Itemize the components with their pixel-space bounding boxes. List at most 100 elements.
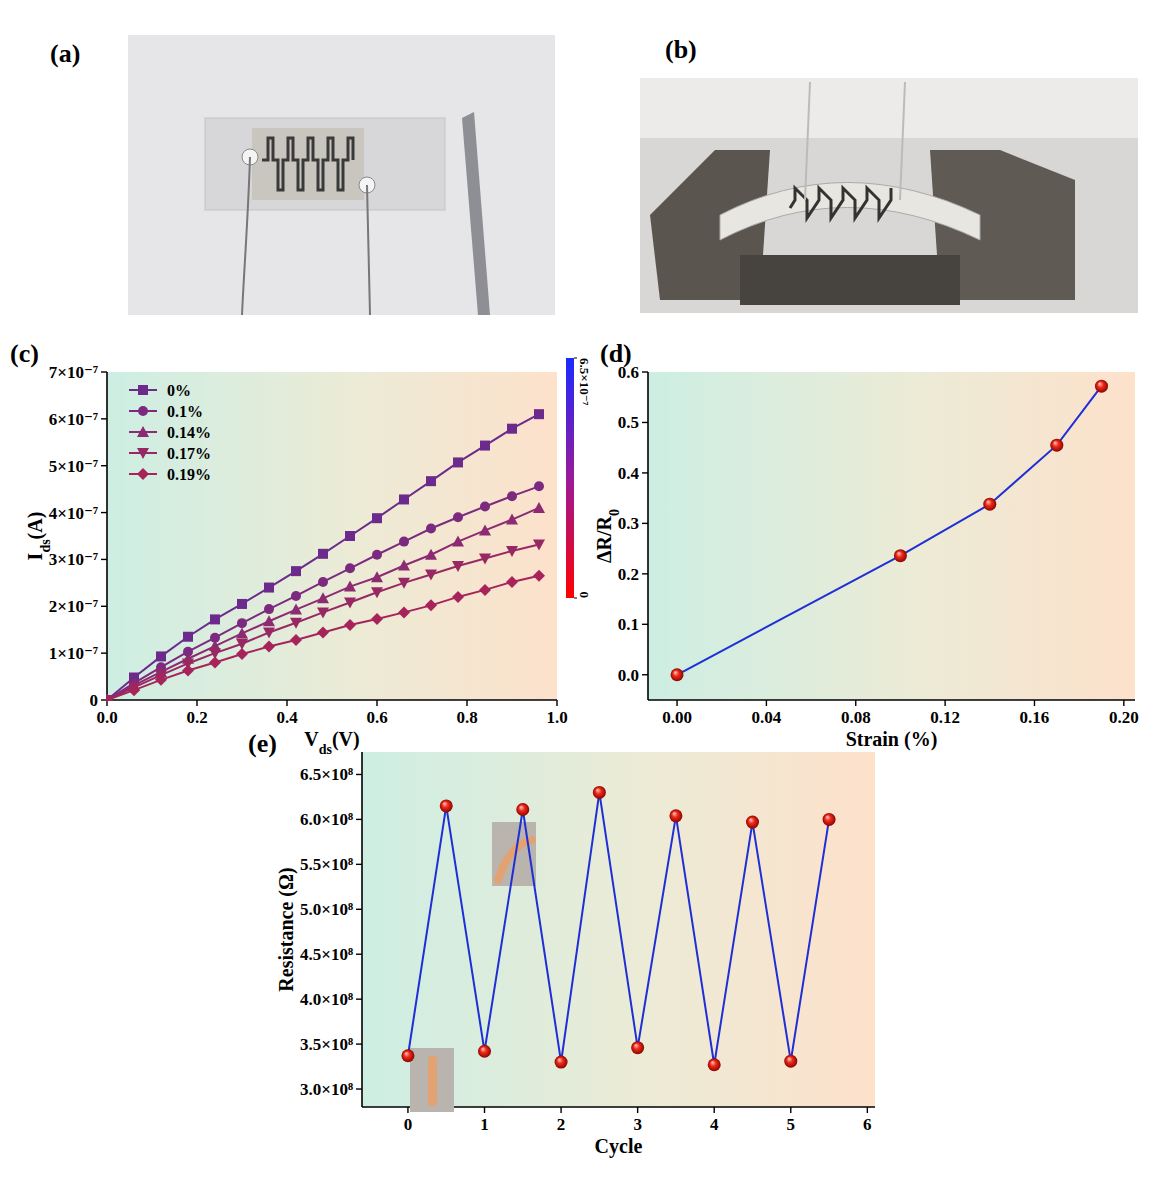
marker <box>708 1058 721 1071</box>
x-tick-label: 0.4 <box>276 708 298 727</box>
y-tick-label: 4.0×10⁸ <box>300 990 353 1009</box>
panel-label: (b) <box>665 35 697 64</box>
y-tick-label: 0.2 <box>618 565 639 584</box>
marker <box>452 561 464 572</box>
y-tick <box>642 523 648 524</box>
x-tick <box>484 1107 485 1113</box>
marker <box>506 514 518 525</box>
x-axis-title: Cycle <box>595 1135 643 1158</box>
y-tick <box>642 674 648 675</box>
panel-label: (c) <box>10 339 39 368</box>
series-line <box>107 414 539 700</box>
x-tick-label: 1 <box>480 1115 489 1134</box>
marker <box>669 809 682 822</box>
marker <box>209 657 221 669</box>
panel-label: (d) <box>600 339 632 368</box>
marker <box>533 570 545 582</box>
marker <box>138 406 148 416</box>
y-axis-line <box>106 372 108 700</box>
marker <box>823 813 836 826</box>
marker <box>746 816 759 829</box>
marker <box>452 591 464 603</box>
x-tick <box>196 700 197 706</box>
marker <box>516 803 529 816</box>
y-tick-label: 0.5 <box>618 413 639 432</box>
photo-wall <box>640 78 1138 138</box>
marker <box>479 584 491 596</box>
marker <box>425 549 437 560</box>
figure: (a)(b)0.00.20.40.60.81.001×10⁻⁷2×10⁻⁷3×1… <box>0 0 1150 1188</box>
y-axis-title-part: (A) <box>24 512 47 540</box>
marker <box>784 1055 797 1068</box>
marker <box>345 531 355 541</box>
marker <box>593 786 606 799</box>
y-tick <box>101 652 107 653</box>
x-tick-label: 2 <box>557 1115 566 1134</box>
x-tick <box>560 1107 561 1113</box>
y-tick <box>356 864 362 865</box>
y-tick-label: 3.0×10⁸ <box>300 1080 353 1099</box>
marker <box>478 1045 491 1058</box>
wire <box>900 82 905 200</box>
panel-chart: 01234563.0×10⁸3.5×10⁸4.0×10⁸4.5×10⁸5.0×1… <box>248 729 875 1158</box>
marker <box>317 627 329 639</box>
marker <box>533 539 545 550</box>
plot-data <box>401 786 835 1071</box>
y-tick-label: 6×10⁻⁷ <box>49 410 98 429</box>
y-tick-label: 4.5×10⁸ <box>300 945 353 964</box>
x-tick <box>1034 700 1035 706</box>
x-axis-line <box>107 699 557 701</box>
marker <box>401 1049 414 1062</box>
photo-background <box>128 35 555 315</box>
panel-b: (b) <box>640 35 1138 313</box>
x-tick <box>637 1107 638 1113</box>
marker <box>371 587 383 598</box>
marker <box>263 641 275 653</box>
marker <box>290 604 302 615</box>
y-tick <box>356 774 362 775</box>
legend-label: 0.17% <box>167 445 211 462</box>
marker <box>506 576 518 588</box>
x-tick-label: 0.0 <box>96 708 117 727</box>
marker <box>453 457 463 467</box>
marker <box>480 501 490 511</box>
marker <box>453 512 463 522</box>
plot-data <box>106 409 545 701</box>
marker <box>479 524 491 535</box>
series-line <box>107 576 539 700</box>
x-tick <box>944 700 945 706</box>
x-tick <box>376 700 377 706</box>
marker <box>371 613 383 625</box>
x-tick-label: 0.2 <box>186 708 207 727</box>
panel-chart: 0.00.20.40.60.81.001×10⁻⁷2×10⁻⁷3×10⁻⁷4×1… <box>10 339 592 757</box>
marker <box>506 546 518 557</box>
marker <box>399 494 409 504</box>
x-tick-label: 0.08 <box>841 708 871 727</box>
x-tick-label: 0 <box>404 1115 413 1134</box>
marker <box>317 607 329 618</box>
marker <box>128 684 140 696</box>
marker <box>137 468 149 480</box>
marker <box>398 560 410 571</box>
marker <box>236 627 248 638</box>
tweezers <box>462 112 490 315</box>
marker <box>426 524 436 534</box>
x-tick <box>466 700 467 706</box>
series-line <box>107 508 539 700</box>
marker <box>425 599 437 611</box>
x-tick <box>766 700 767 706</box>
y-tick <box>101 465 107 466</box>
marker <box>344 598 356 609</box>
marker <box>399 537 409 547</box>
x-tick <box>1123 700 1124 706</box>
marker <box>372 550 382 560</box>
marker <box>344 619 356 631</box>
x-tick-label: 4 <box>710 1115 719 1134</box>
colorbar-tick-label: 0 <box>577 592 592 599</box>
y-tick-label: 4×10⁻⁷ <box>49 504 98 523</box>
y-axis-title: Ids(A) <box>24 512 53 561</box>
legend-label: 0% <box>167 382 191 399</box>
x-tick <box>407 1107 408 1113</box>
marker <box>440 799 453 812</box>
panel-chart: 0.000.040.080.120.160.200.00.10.20.30.40… <box>593 339 1139 751</box>
